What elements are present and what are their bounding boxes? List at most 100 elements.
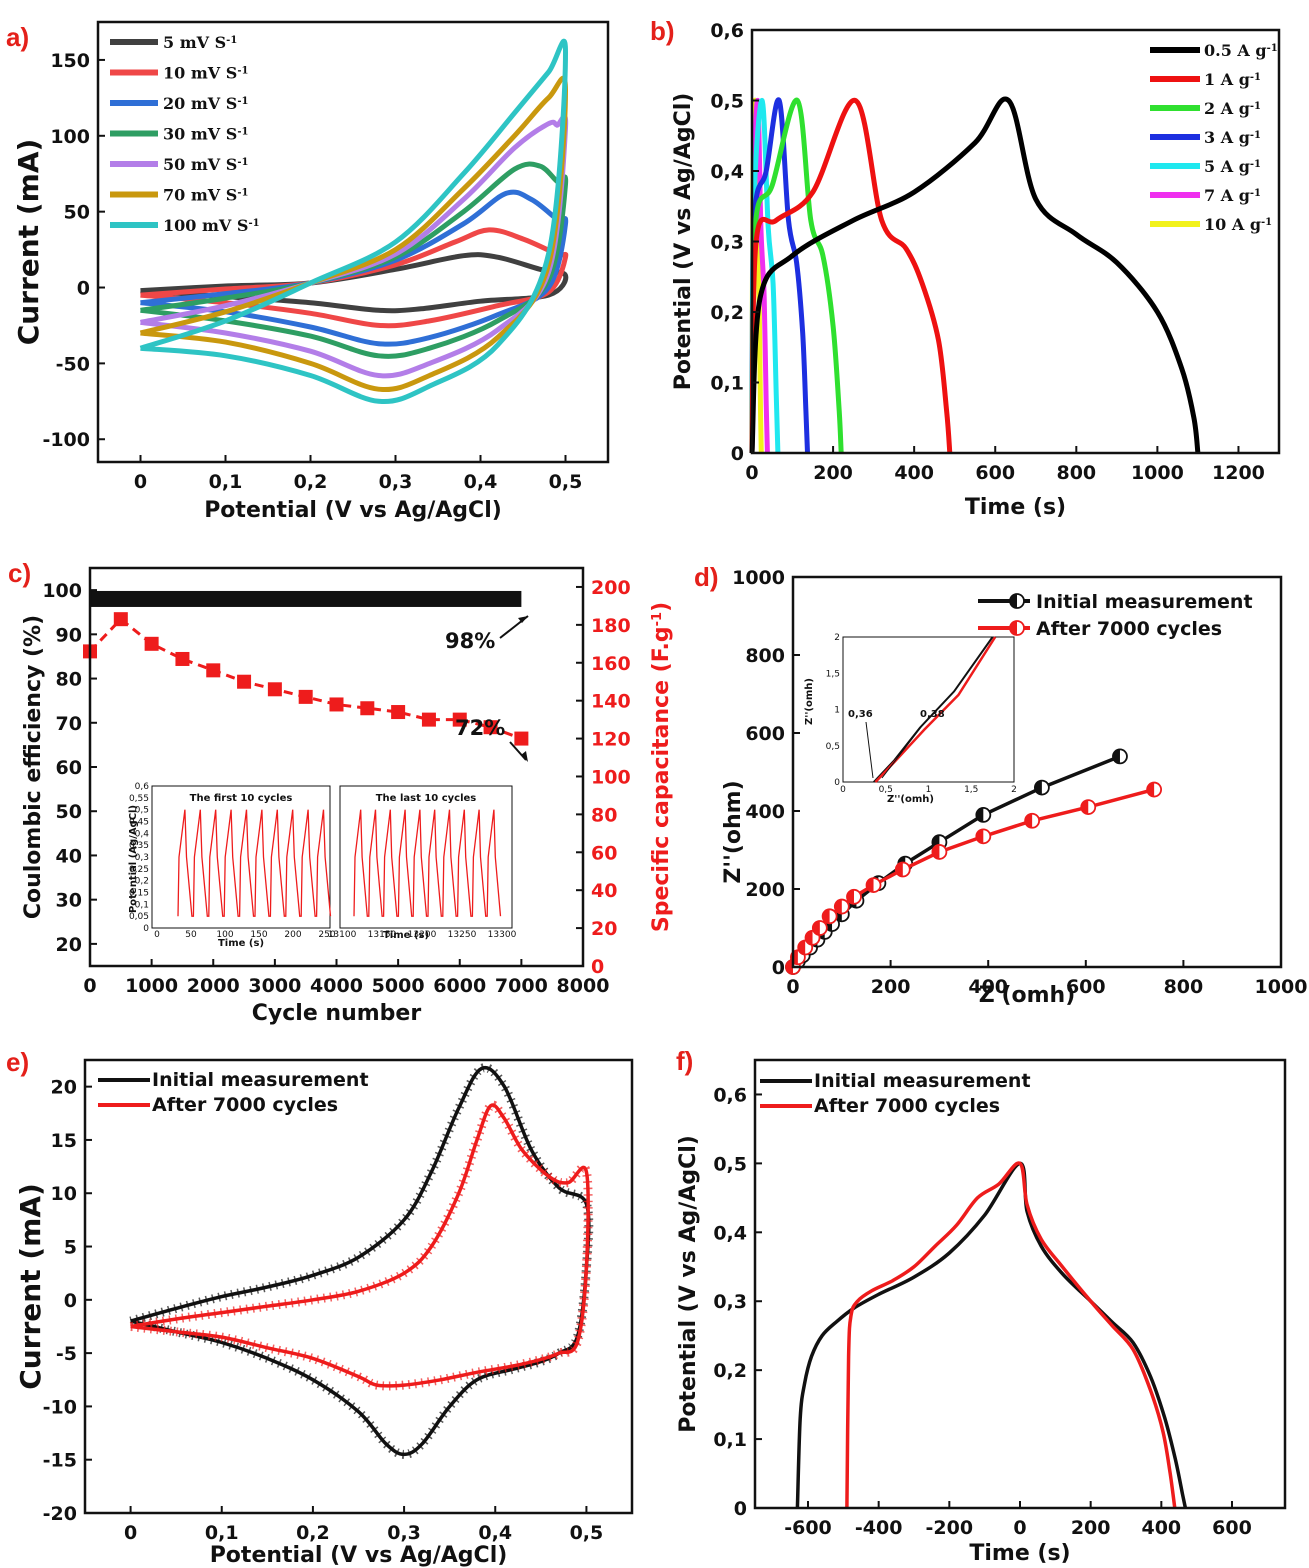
inset-xtick-label: 13250 — [448, 930, 477, 940]
annotation-arrowhead-72 — [521, 751, 528, 762]
panel-a-ytick-label: 50 — [64, 202, 90, 224]
panel-d-xtick-label: 400 — [968, 976, 1008, 998]
capacitance-marker — [329, 697, 344, 712]
nyquist-marker-fill — [1081, 800, 1089, 815]
panel-e-ytick-label: -10 — [43, 1396, 77, 1418]
legend-label-f: After 7000 cycles — [814, 1095, 1000, 1117]
capacitance-marker — [144, 636, 159, 651]
nyquist-marker-fill — [798, 940, 806, 955]
inset-xtick-label: 100 — [216, 930, 233, 940]
panel-f-xtick-label: 600 — [1212, 1517, 1252, 1539]
gcd-compare-curve-0 — [795, 1161, 1188, 1509]
inset-xtick-label: 200 — [284, 930, 301, 940]
panel-b-xtick-label: 1200 — [1212, 462, 1265, 484]
legend-label-b: 3 A g-1 — [1204, 128, 1261, 147]
panel-d-label: d) — [694, 562, 719, 592]
cv-compare-markers-0 — [129, 1063, 594, 1459]
inset-xtick-label: 250 — [318, 930, 335, 940]
panel-f-ytick-label: 0 — [734, 1498, 747, 1520]
inset-xtick-label: 13150 — [368, 930, 397, 940]
panel-f: -600 -400 -200 0 200 400 600 0 0,1 0,2 0,3 0,4 0,5 0,… — [676, 1046, 1287, 1566]
inset-d-annotation-036: 0,36 — [848, 709, 873, 720]
panel-d-ytick-label: 800 — [745, 645, 785, 667]
panel-e-frame — [83, 1058, 634, 1515]
panel-e-xtick-label: 0 — [124, 1522, 137, 1544]
panel-e-xtick-label: 0,5 — [570, 1522, 604, 1544]
panel-e-xtick-label: 0,1 — [205, 1522, 239, 1544]
inset-title-right: The last 10 cycles — [376, 793, 477, 804]
panel-c-y2tick-label: 160 — [591, 653, 631, 675]
cv-compare-curve-1 — [130, 1103, 590, 1388]
inset-d-ytick-label: 2 — [834, 633, 840, 643]
inset-xtick-label: 13200 — [408, 930, 437, 940]
inset-gcd-trace — [177, 809, 332, 917]
panel-a-xtick-label: 0,1 — [209, 471, 243, 493]
panel-f-xtick-label: -400 — [855, 1517, 903, 1539]
nyquist-marker-fill — [895, 862, 903, 877]
legend-label-a: 20 mV S-1 — [163, 94, 248, 113]
legend-label-d: Initial measurement — [1036, 591, 1253, 613]
panel-c-xtick-label: 7000 — [495, 975, 548, 997]
inset-d-ytick-label: 0,5 — [826, 742, 840, 752]
inset-d-xlabel: Z''(omh) — [887, 794, 934, 805]
nyquist-marker-fill — [822, 909, 830, 924]
panel-c-xlabel: Cycle number — [252, 1001, 422, 1026]
capacitance-marker — [298, 689, 313, 704]
panel-f-ytick-label: 0,1 — [713, 1429, 747, 1451]
panel-b-xlabel: Time (s) — [965, 495, 1066, 520]
inset-d-xtick-label: 0 — [840, 785, 846, 795]
legend-label-b: 2 A g-1 — [1204, 99, 1261, 118]
panel-a-xtick-label: 0,2 — [294, 471, 328, 493]
panel-d-ytick-label: 400 — [745, 801, 785, 823]
nyquist-marker-fill — [812, 921, 820, 935]
panel-c-label: c) — [8, 558, 31, 588]
inset-d-xtick-label: 2 — [1011, 785, 1017, 795]
panel-b-ytick-label: 0,4 — [710, 161, 744, 183]
panel-c-y2tick-label: 200 — [591, 577, 631, 599]
panel-c-xtick-label: 5000 — [372, 975, 425, 997]
inset-ytick-label: 0,45 — [129, 818, 149, 828]
capacitance-marker — [175, 651, 190, 666]
panel-e-label: e) — [6, 1047, 29, 1077]
nyquist-marker-fill — [1147, 782, 1155, 797]
panel-b-ytick-label: 0,2 — [710, 302, 744, 324]
legend-label-a: 100 mV S-1 — [163, 216, 260, 235]
panel-b-xtick-label: 200 — [813, 462, 853, 484]
inset-xtick-label: 50 — [185, 930, 197, 940]
inset-d-ylabel: Z''(omh) — [804, 678, 815, 725]
panel-b-ytick-label: 0,3 — [710, 232, 744, 254]
panel-e: 0 0,1 0,2 0,3 0,4 0,5 -20 -15 -10 -5 0 5 10 15 20 Poten… — [6, 1047, 634, 1568]
panel-b-ytick-label: 0,1 — [710, 373, 744, 395]
panel-a-ytick-label: -100 — [42, 429, 90, 451]
inset-ytick-label: 0,05 — [129, 912, 149, 922]
panel-b: 0 200 400 600 800 1000 1200 0 0,1 0,2 0,3 0,4 0,5 0,6… — [650, 16, 1281, 520]
panel-f-label: f) — [676, 1046, 693, 1076]
inset-xtick-label: 0 — [154, 930, 160, 940]
annotation-72: 72% — [455, 716, 505, 740]
panel-f-ytick-label: 0,3 — [713, 1291, 747, 1313]
annotation-98: 98% — [445, 629, 495, 653]
panel-c-y2tick-label: 140 — [591, 691, 631, 713]
panel-f-xlabel: Time (s) — [969, 1541, 1070, 1566]
legend-marker-fill-d — [1010, 621, 1017, 635]
capacitance-marker — [421, 712, 436, 727]
panel-c-xtick-label: 0 — [83, 975, 96, 997]
panel-c: 0 1000 2000 3000 4000 5000 6000 7000 80002030405… — [8, 558, 674, 1026]
panel-f-xtick-label: 0 — [1013, 1517, 1026, 1539]
panel-f-ylabel: Potential (V vs Ag/AgCl) — [676, 1135, 701, 1433]
panel-c-ytick-label: 90 — [56, 624, 82, 646]
inset-d-after-line — [874, 636, 997, 783]
panel-f-xtick-label: -600 — [784, 1517, 832, 1539]
panel-f-frame — [753, 1058, 1287, 1510]
panel-a-xtick-label: 0,4 — [464, 471, 498, 493]
panel-c-y2tick-label: 0 — [591, 956, 604, 978]
nyquist-marker-fill — [805, 930, 813, 945]
capacitance-marker — [113, 612, 128, 627]
panel-b-ytick-label: 0,5 — [710, 91, 744, 113]
capacitance-marker — [483, 720, 498, 735]
nyquist-marker-fill — [1112, 749, 1120, 764]
legend-marker-fill-d — [1010, 594, 1017, 608]
panel-a-ylabel: Current (mA) — [12, 139, 45, 346]
panel-d-xtick-label: 0 — [786, 976, 799, 998]
